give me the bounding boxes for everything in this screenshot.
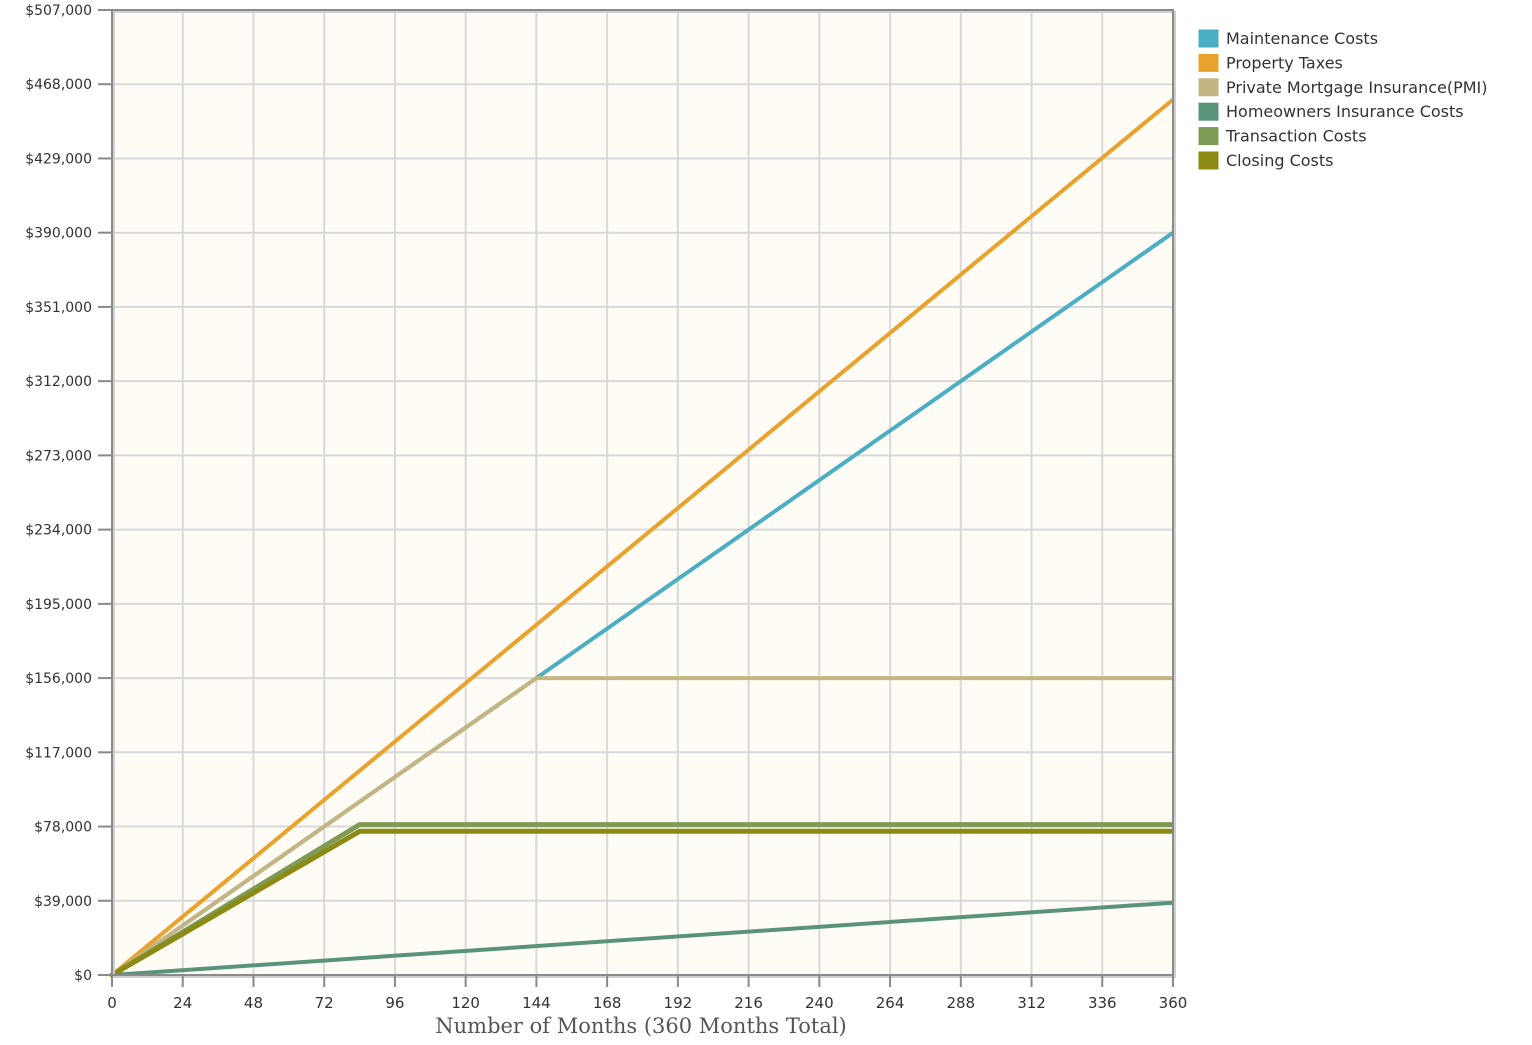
- x-tick-label: 96: [385, 994, 404, 1012]
- x-tick-label: 72: [315, 994, 334, 1012]
- y-tick-label: $273,000: [25, 448, 92, 464]
- legend-label: Homeowners Insurance Costs: [1226, 102, 1464, 121]
- x-tick-label: 144: [522, 994, 551, 1012]
- x-tick-label: 240: [805, 994, 834, 1012]
- x-tick-label: 216: [734, 994, 763, 1012]
- legend-swatch: [1197, 52, 1220, 73]
- legend-swatch: [1197, 150, 1220, 171]
- plot-area: [112, 10, 1173, 975]
- y-tick-label: $234,000: [25, 523, 92, 539]
- series-line-2: [110, 97, 1175, 977]
- y-tick-label: $78,000: [34, 820, 92, 836]
- legend-swatch: [1197, 77, 1220, 98]
- x-tick-label: 0: [107, 994, 117, 1012]
- y-tick-label: $195,000: [25, 597, 92, 613]
- legend-label: Maintenance Costs: [1226, 29, 1378, 48]
- x-tick-label: 168: [593, 994, 622, 1012]
- x-axis-title: Number of Months (360 Months Total): [435, 1014, 847, 1038]
- legend-label: Transaction Costs: [1225, 127, 1367, 146]
- x-tick-label: 264: [876, 994, 905, 1012]
- x-tick-label: 336: [1088, 994, 1117, 1012]
- legend-swatch: [1197, 101, 1220, 122]
- x-tick-label: 192: [664, 994, 693, 1012]
- series-line-6: [109, 828, 1176, 978]
- x-tick-label: 48: [244, 994, 263, 1012]
- legend-swatch: [1197, 28, 1220, 49]
- y-tick-label: $0: [74, 968, 92, 984]
- y-tick-label: $390,000: [25, 226, 92, 242]
- legend-label: Property Taxes: [1226, 53, 1343, 72]
- series-line-3: [110, 676, 1175, 977]
- plot-frame-shadow: [113, 11, 1176, 978]
- x-tick-label: 120: [451, 994, 480, 1012]
- x-tick-label: 288: [946, 994, 975, 1012]
- x-tick-label: 312: [1017, 994, 1046, 1012]
- y-tick-label: $507,000: [25, 3, 92, 19]
- y-tick-label: $468,000: [25, 77, 92, 93]
- plot-frame: [111, 9, 1174, 976]
- legend-swatch: [1197, 126, 1220, 147]
- y-tick-label: $351,000: [25, 300, 92, 316]
- y-tick-label: $312,000: [25, 374, 92, 390]
- legend-label: Private Mortgage Insurance(PMI): [1226, 78, 1488, 97]
- y-tick-label: $39,000: [34, 894, 92, 910]
- y-tick-label: $156,000: [25, 671, 92, 687]
- x-tick-label: 24: [173, 994, 192, 1012]
- series-line-4: [110, 900, 1175, 977]
- y-tick-label: $117,000: [25, 745, 92, 761]
- y-tick-label: $429,000: [25, 151, 92, 167]
- legend-label: Closing Costs: [1226, 151, 1333, 170]
- x-tick-label: 360: [1159, 994, 1188, 1012]
